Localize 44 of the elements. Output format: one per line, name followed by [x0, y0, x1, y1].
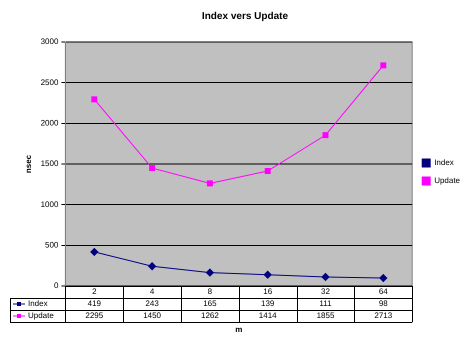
point [149, 165, 156, 172]
legend-label: Index [28, 299, 48, 308]
point [322, 272, 330, 281]
data-label: 243 [145, 299, 160, 308]
y-tick-label: 3000 [40, 37, 59, 46]
y-axis-title: nsec [24, 154, 34, 174]
data-label: 1450 [143, 311, 162, 320]
text: Update [28, 311, 54, 320]
text: Index [434, 158, 454, 168]
x-tick-label: 16 [263, 287, 273, 296]
data-label: 419 [88, 299, 102, 308]
data-label: 1855 [316, 311, 335, 320]
data-label: 2713 [374, 311, 393, 320]
data-label: 1262 [201, 311, 220, 320]
y-tick-label: 0 [54, 281, 59, 290]
y-tick-label: 2000 [40, 118, 59, 128]
data-label: 165 [203, 299, 218, 308]
x-tick-label: 4 [150, 287, 155, 296]
point [90, 248, 98, 256]
data-label: 1414 [258, 311, 278, 320]
data-label: 2295 [85, 311, 104, 320]
data-label: 111 [319, 299, 332, 308]
x-tick-label: 64 [378, 287, 388, 296]
point [322, 132, 328, 138]
x-tick-label: 2 [92, 287, 98, 296]
x-axis-title: m [235, 325, 242, 334]
point [206, 180, 213, 186]
point [380, 62, 386, 68]
point [91, 96, 98, 102]
chart-title: Index vers Update [202, 10, 289, 22]
y-tick-label: 2500 [40, 78, 59, 87]
x-tick-label: 32 [321, 287, 330, 296]
point [264, 270, 272, 279]
legend-label: Update [434, 176, 461, 186]
point [379, 274, 388, 282]
data-label: 98 [378, 299, 388, 308]
point [264, 168, 271, 174]
y-tick-label: 1500 [40, 159, 59, 168]
point [148, 262, 156, 270]
data-label: 139 [261, 299, 275, 308]
point [206, 268, 214, 277]
y-tick-label: 500 [45, 240, 59, 250]
x-tick-label: 8 [208, 287, 213, 296]
y-tick-label: 1000 [40, 200, 59, 209]
